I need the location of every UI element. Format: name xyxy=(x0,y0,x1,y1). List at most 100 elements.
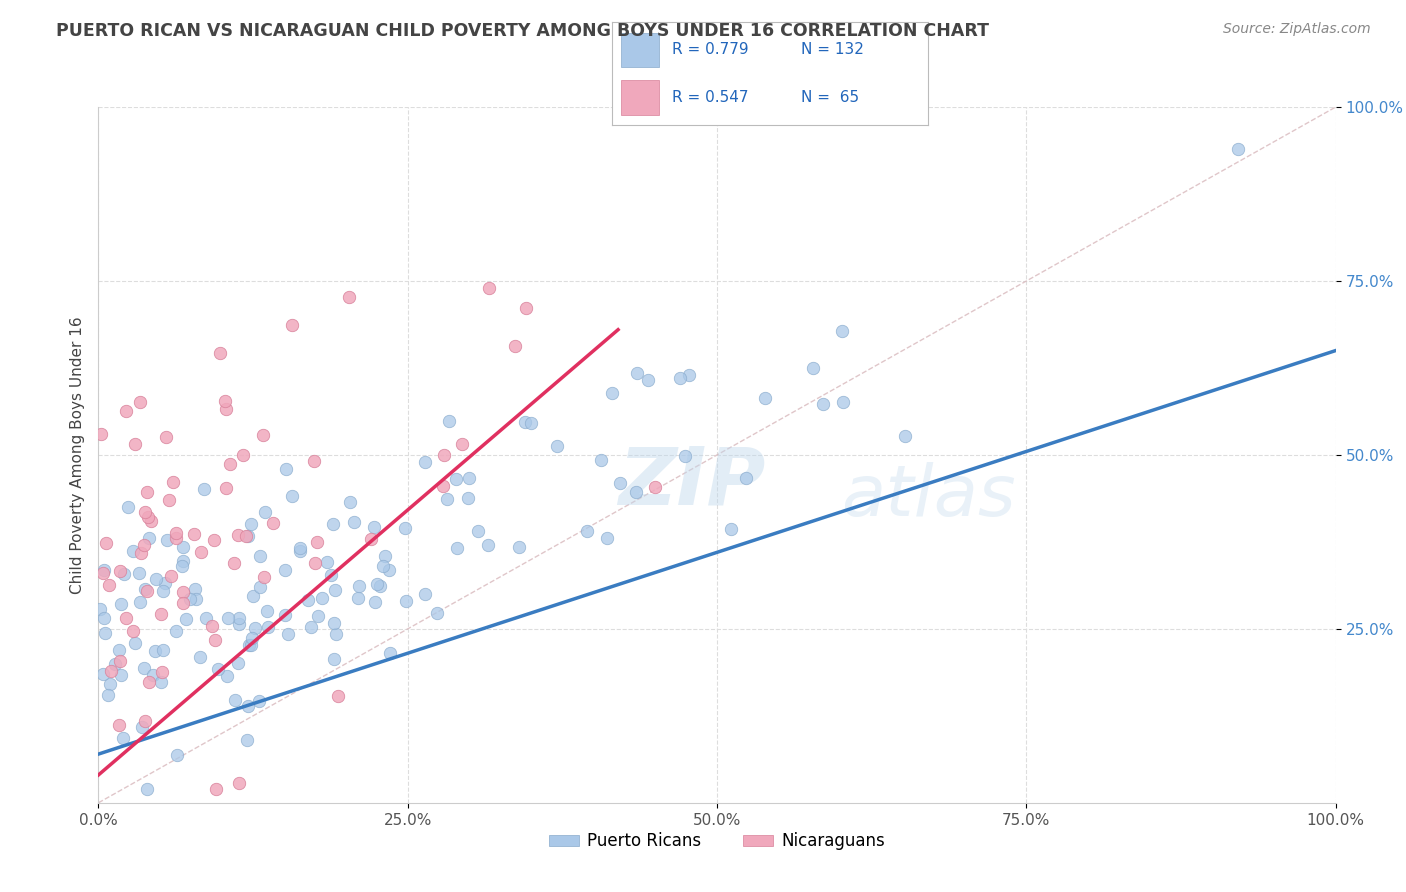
Point xyxy=(217,611,239,625)
Point xyxy=(190,649,212,664)
Point xyxy=(232,448,254,462)
Point xyxy=(195,611,218,625)
Point xyxy=(131,720,153,734)
Point xyxy=(347,579,370,593)
Text: PUERTO RICAN VS NICARAGUAN CHILD POVERTY AMONG BOYS UNDER 16 CORRELATION CHART: PUERTO RICAN VS NICARAGUAN CHILD POVERTY… xyxy=(56,22,990,40)
Point xyxy=(637,373,659,387)
Point xyxy=(138,531,160,545)
Point xyxy=(228,776,250,790)
Point xyxy=(256,604,278,618)
Point xyxy=(115,611,138,625)
Point xyxy=(132,537,155,551)
Point xyxy=(467,524,489,538)
Point xyxy=(735,471,758,485)
Point xyxy=(426,606,449,620)
Point xyxy=(505,338,527,352)
Point xyxy=(150,607,173,622)
Point xyxy=(257,620,280,634)
Point xyxy=(160,569,183,583)
Point xyxy=(235,733,257,747)
Point xyxy=(145,644,167,658)
Point xyxy=(239,638,262,652)
Point xyxy=(446,473,468,487)
Point xyxy=(242,589,264,603)
FancyBboxPatch shape xyxy=(621,32,659,68)
Point xyxy=(190,545,212,559)
Point xyxy=(207,662,229,676)
Point xyxy=(202,533,225,547)
Point xyxy=(446,541,468,556)
Point xyxy=(150,675,173,690)
Point xyxy=(626,366,648,380)
Point xyxy=(520,416,543,430)
Point xyxy=(172,540,194,554)
Point xyxy=(100,664,122,678)
Point xyxy=(374,549,396,564)
Legend: Puerto Ricans, Nicaraguans: Puerto Ricans, Nicaraguans xyxy=(543,826,891,857)
Point xyxy=(112,731,135,746)
Point xyxy=(262,516,284,530)
Point xyxy=(249,580,271,594)
Point xyxy=(575,524,598,538)
Point xyxy=(112,566,135,581)
Point xyxy=(222,557,245,571)
Text: N = 132: N = 132 xyxy=(801,43,865,57)
Point xyxy=(184,592,207,607)
Point xyxy=(457,491,479,505)
Point xyxy=(238,698,260,713)
Point xyxy=(323,652,346,666)
Point xyxy=(228,610,250,624)
Point xyxy=(214,394,236,409)
Point xyxy=(323,582,346,597)
Point xyxy=(91,566,114,580)
Point xyxy=(368,579,391,593)
Point xyxy=(134,582,156,596)
Point xyxy=(644,480,666,494)
Point xyxy=(307,609,329,624)
Point xyxy=(110,668,132,682)
Point xyxy=(281,489,304,503)
Point xyxy=(626,485,648,500)
Point xyxy=(98,578,121,592)
Point xyxy=(89,602,111,616)
Point xyxy=(208,345,231,359)
Point xyxy=(132,661,155,675)
Point xyxy=(302,453,325,467)
Text: R = 0.547: R = 0.547 xyxy=(672,90,748,104)
Point xyxy=(200,619,222,633)
Point xyxy=(831,395,853,409)
Point xyxy=(93,611,115,625)
Point xyxy=(224,693,246,707)
Point xyxy=(893,428,915,442)
Point xyxy=(215,402,238,417)
Point xyxy=(678,368,700,383)
Point xyxy=(217,669,239,683)
Point xyxy=(437,414,460,428)
Point xyxy=(240,631,263,645)
Point xyxy=(136,781,159,796)
Point xyxy=(371,558,394,573)
Point xyxy=(235,529,257,543)
Point xyxy=(228,617,250,632)
Point xyxy=(596,532,619,546)
Point xyxy=(129,595,152,609)
Point xyxy=(166,747,188,762)
Point xyxy=(253,505,276,519)
Point xyxy=(288,544,311,558)
Point xyxy=(378,646,401,660)
Point xyxy=(280,318,302,332)
Point xyxy=(274,462,297,476)
Point xyxy=(339,494,361,508)
Point xyxy=(108,565,131,579)
Point xyxy=(668,371,690,385)
Point xyxy=(152,583,174,598)
Point xyxy=(811,397,834,411)
Point xyxy=(138,675,160,690)
Point xyxy=(589,453,612,467)
Point xyxy=(108,718,131,732)
Point xyxy=(326,690,349,704)
Point xyxy=(152,643,174,657)
Point xyxy=(274,607,297,622)
Point xyxy=(299,620,322,634)
Point xyxy=(214,481,236,495)
